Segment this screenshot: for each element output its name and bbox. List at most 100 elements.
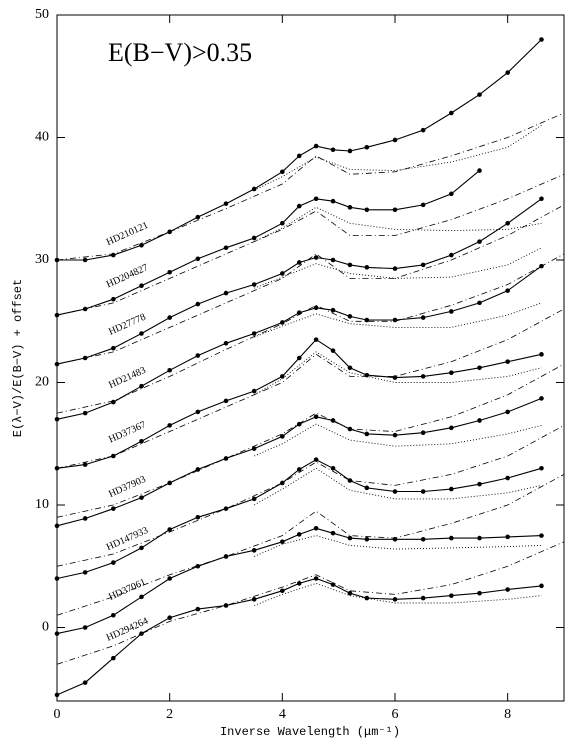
- data-point: [82, 410, 88, 416]
- data-point: [313, 305, 319, 311]
- data-point: [54, 631, 60, 636]
- data-point: [539, 396, 544, 401]
- data-point: [477, 535, 482, 541]
- data-point: [330, 348, 336, 353]
- model-curve-dashdot: [56, 541, 565, 665]
- data-point: [167, 229, 172, 235]
- data-point: [364, 431, 370, 437]
- data-point: [195, 256, 201, 262]
- data-point: [392, 432, 398, 438]
- data-point: [251, 548, 257, 553]
- data-point: [167, 576, 172, 581]
- data-point: [139, 545, 144, 551]
- fit-curve: [56, 527, 542, 635]
- annotation: E(B−V)>0.35: [108, 38, 252, 67]
- data-point: [364, 537, 370, 542]
- data-point: [139, 495, 144, 500]
- y-tick-label: 30: [35, 252, 49, 267]
- data-point: [392, 317, 398, 323]
- data-point: [330, 418, 336, 423]
- data-point: [477, 239, 482, 244]
- data-point: [477, 590, 482, 596]
- data-point: [330, 147, 336, 153]
- fit-curve: [56, 265, 542, 420]
- model-curve-dashdot: [56, 173, 565, 316]
- data-point: [167, 615, 172, 620]
- data-point: [313, 196, 319, 202]
- data-point: [449, 252, 454, 258]
- data-point: [477, 92, 482, 97]
- data-point: [195, 467, 201, 472]
- x-tick-label: 4: [279, 707, 286, 722]
- data-point: [280, 320, 285, 325]
- data-point: [251, 496, 257, 502]
- data-point: [364, 372, 370, 378]
- data-point: [139, 331, 144, 336]
- data-point: [139, 439, 144, 444]
- data-point: [195, 301, 201, 307]
- data-point: [82, 570, 88, 575]
- data-point: [449, 110, 454, 116]
- data-point: [195, 606, 201, 612]
- fit-curve: [56, 397, 542, 527]
- data-point: [296, 203, 302, 209]
- data-point: [296, 532, 302, 537]
- data-point: [195, 563, 201, 569]
- data-point: [449, 486, 454, 492]
- data-point: [449, 535, 454, 541]
- data-point: [251, 186, 257, 192]
- y-tick-label: 0: [42, 620, 49, 635]
- data-point: [364, 265, 370, 270]
- data-point: [539, 352, 544, 357]
- fit-curve: [56, 577, 542, 696]
- data-point: [539, 263, 544, 269]
- model-curve-dotted: [254, 302, 542, 338]
- data-point: [330, 465, 336, 471]
- data-point: [296, 421, 302, 427]
- data-point: [111, 506, 116, 511]
- y-tick-label: 10: [35, 497, 49, 512]
- data-point: [330, 530, 336, 536]
- data-point: [364, 485, 370, 491]
- data-point: [330, 198, 336, 204]
- data-point: [251, 446, 257, 451]
- y-tick-label: 50: [35, 7, 49, 22]
- data-point: [54, 692, 60, 698]
- data-point: [449, 309, 454, 314]
- x-tick-label: 0: [54, 707, 61, 722]
- data-point: [347, 314, 353, 319]
- data-point: [347, 205, 353, 210]
- data-point: [505, 409, 510, 415]
- data-point: [347, 535, 353, 541]
- data-point: [223, 290, 229, 296]
- data-point: [477, 418, 482, 423]
- data-point: [477, 300, 482, 306]
- data-point: [505, 587, 510, 592]
- fit-curve: [57, 39, 542, 261]
- data-point: [195, 353, 201, 358]
- data-point: [539, 196, 544, 202]
- y-axis-label: E(λ−V)/E(B−V) + offset: [11, 279, 25, 437]
- data-point: [223, 554, 229, 559]
- data-point: [111, 655, 116, 661]
- data-point: [167, 480, 172, 486]
- data-point: [364, 595, 370, 601]
- data-point: [313, 525, 319, 531]
- data-point: [280, 588, 285, 594]
- fit-curve: [56, 459, 542, 580]
- data-point: [167, 527, 172, 532]
- model-curve-dashdot: [56, 474, 565, 616]
- fit-curve: [56, 338, 542, 469]
- data-point: [223, 245, 229, 251]
- data-point: [296, 310, 302, 315]
- data-point: [420, 262, 426, 268]
- data-point: [54, 465, 60, 471]
- model-curve-dotted: [254, 247, 542, 289]
- data-point: [449, 370, 454, 376]
- data-point: [330, 582, 336, 587]
- data-point: [280, 434, 285, 439]
- data-point: [280, 374, 285, 379]
- data-point: [392, 137, 398, 143]
- data-point: [167, 367, 172, 373]
- data-point: [330, 257, 336, 263]
